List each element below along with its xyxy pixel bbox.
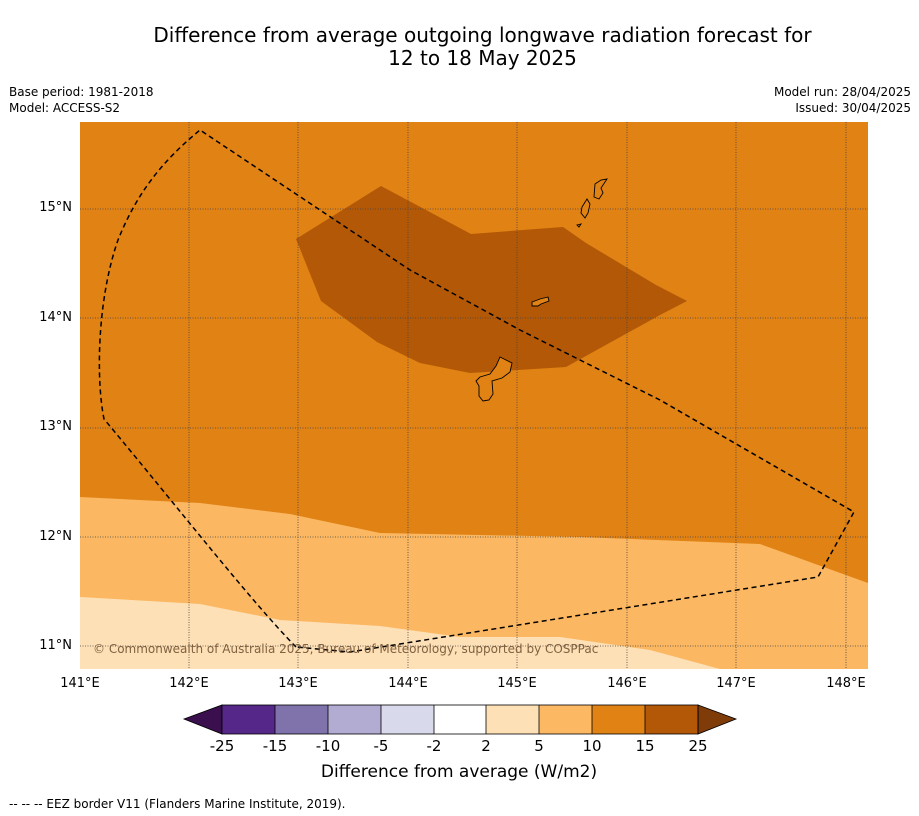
copyright-text: © Commonwealth of Australia 2025, Bureau…	[93, 642, 598, 656]
island-saipan	[593, 178, 608, 200]
gridlines	[80, 122, 868, 669]
colorbar-tick-15: 15	[635, 737, 655, 755]
lon-label-146e: 146°E	[607, 676, 647, 691]
colorbar-segment-5	[434, 705, 486, 734]
colorbar-segment-3	[328, 705, 381, 734]
lon-label-142e: 142°E	[169, 676, 209, 691]
map-title-line-1: Difference from average outgoing longwav…	[153, 23, 812, 47]
colorbar-tick-5: 5	[534, 737, 544, 755]
colorbar-tick-minus2: -2	[426, 737, 442, 755]
colorbar-extend-high	[697, 704, 738, 735]
eez-legend-text: -- -- -- EEZ border V11 (Flanders Marine…	[9, 797, 346, 811]
map-title-line-2: 12 to 18 May 2025	[388, 46, 577, 70]
lon-label-145e: 145°E	[497, 676, 537, 691]
lat-label-13n: 13°N	[39, 419, 72, 434]
colorbar-title: Difference from average (W/m2)	[320, 762, 598, 782]
eez-border	[98, 129, 856, 653]
colorbar	[182, 704, 738, 735]
model-text: Model: ACCESS-S2	[9, 101, 121, 115]
colorbar-segment-7	[539, 705, 592, 734]
island-guam	[475, 356, 513, 402]
map-area	[80, 122, 868, 669]
colorbar-segment-9	[645, 705, 698, 734]
colorbar-segment-6	[486, 705, 539, 734]
lon-label-141e: 141°E	[60, 676, 100, 691]
colorbar-extend-low	[182, 704, 223, 735]
island-aguijan	[576, 223, 583, 228]
lon-label-148e: 148°E	[826, 676, 866, 691]
colorbar-tick-minus25: -25	[209, 737, 235, 755]
island-tinian	[580, 198, 591, 219]
colorbar-segment-2	[275, 705, 328, 734]
colorbar-tick-minus10: -10	[315, 737, 341, 755]
lon-label-144e: 144°E	[388, 676, 428, 691]
colorbar-tick-minus5: -5	[373, 737, 389, 755]
fill-2-to-5	[80, 597, 720, 669]
lat-label-14n: 14°N	[39, 310, 72, 325]
model-run-text: Model run: 28/04/2025	[773, 85, 911, 99]
issued-text: Issued: 30/04/2025	[795, 101, 911, 115]
colorbar-segment-1	[222, 705, 275, 734]
colorbar-tick-25: 25	[688, 737, 708, 755]
colorbar-segment-4	[381, 705, 434, 734]
fill-15-to-25	[296, 186, 687, 373]
lat-label-12n: 12°N	[39, 529, 72, 544]
colorbar-tick-2: 2	[481, 737, 491, 755]
colorbar-tick-10: 10	[582, 737, 602, 755]
lat-label-15n: 15°N	[39, 200, 72, 215]
colorbar-tick-minus15: -15	[262, 737, 288, 755]
lon-label-147e: 147°E	[716, 676, 756, 691]
lon-label-143e: 143°E	[278, 676, 318, 691]
colorbar-segment-8	[592, 705, 645, 734]
islands	[475, 178, 608, 402]
base-period-text: Base period: 1981-2018	[9, 85, 154, 99]
island-rota	[531, 296, 550, 307]
lat-label-11n: 11°N	[39, 638, 72, 653]
